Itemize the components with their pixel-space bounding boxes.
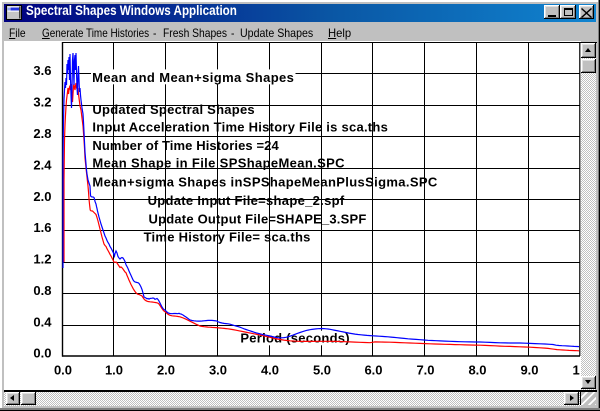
svg-text:Time History File= sca.ths: Time History File= sca.ths xyxy=(144,229,311,244)
svg-text:7.0: 7.0 xyxy=(416,363,434,378)
svg-text:3.0: 3.0 xyxy=(209,363,227,378)
svg-text:1.2: 1.2 xyxy=(33,252,51,267)
svg-text:Updated Spectral Shapes: Updated Spectral Shapes xyxy=(92,102,255,117)
svg-text:1.0: 1.0 xyxy=(105,363,123,378)
svg-text:1: 1 xyxy=(573,363,580,378)
svg-text:0.8: 0.8 xyxy=(33,283,51,298)
svg-text:9.0: 9.0 xyxy=(520,363,538,378)
svg-text:8.0: 8.0 xyxy=(468,363,486,378)
svg-text:Mean Shape in File SPShapeMean: Mean Shape in File SPShapeMean.SPC xyxy=(92,155,345,170)
svg-text:0.0: 0.0 xyxy=(54,363,72,378)
svg-text:4.0: 4.0 xyxy=(261,363,279,378)
svg-text:2.0: 2.0 xyxy=(33,189,51,204)
svg-text:0.0: 0.0 xyxy=(33,346,51,361)
svg-text:Mean and Mean+sigma Shapes: Mean and Mean+sigma Shapes xyxy=(92,70,294,85)
svg-text:6.0: 6.0 xyxy=(364,363,382,378)
svg-text:2.8: 2.8 xyxy=(33,126,51,141)
svg-text:Update Input File=shape_2.spf: Update Input File=shape_2.spf xyxy=(148,193,345,208)
svg-text:Update Output File=SHAPE_3.SPF: Update Output File=SHAPE_3.SPF xyxy=(149,211,367,226)
svg-text:Input Acceleration Time Histor: Input Acceleration Time History File is … xyxy=(92,120,388,135)
svg-text:Mean+sigma Shapes inSPShapeMea: Mean+sigma Shapes inSPShapeMeanPlusSigma… xyxy=(92,174,437,189)
svg-text:2.4: 2.4 xyxy=(33,158,52,173)
svg-text:3.6: 3.6 xyxy=(33,63,51,78)
svg-text:5.0: 5.0 xyxy=(313,363,331,378)
svg-text:3.2: 3.2 xyxy=(33,95,51,110)
svg-text:2.0: 2.0 xyxy=(157,363,175,378)
svg-text:1.6: 1.6 xyxy=(33,220,51,235)
svg-text:0.4: 0.4 xyxy=(33,315,52,330)
svg-text:Number of Time Histories =24: Number of Time Histories =24 xyxy=(92,138,279,153)
